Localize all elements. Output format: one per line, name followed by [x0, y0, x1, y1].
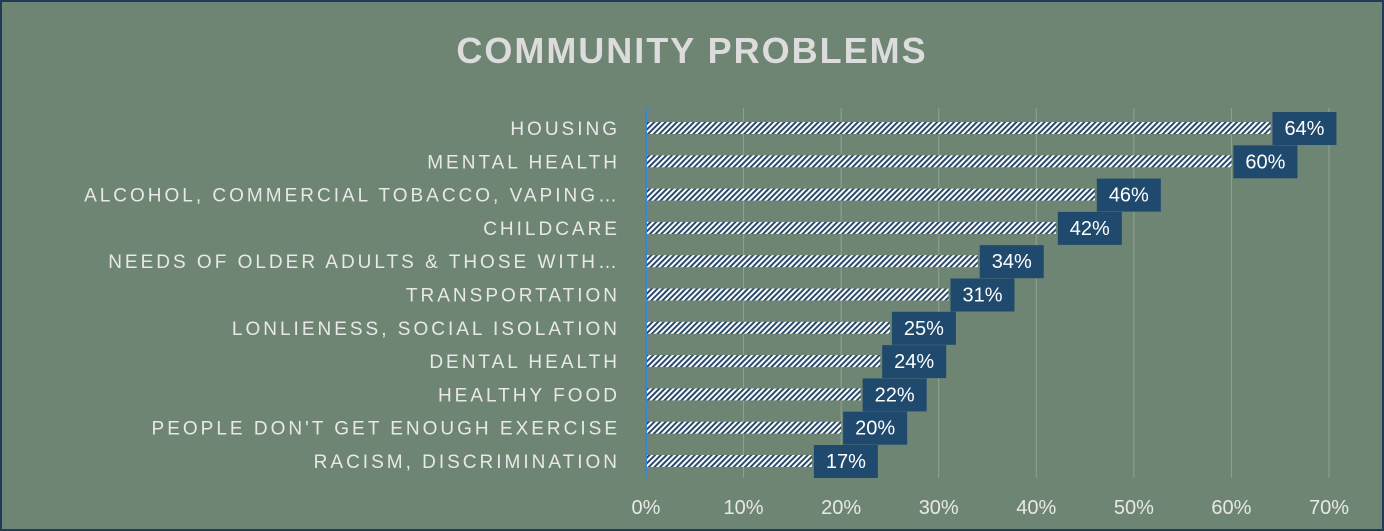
data-label-box: [979, 245, 1044, 279]
data-label-box: [1096, 178, 1161, 212]
chart-title: COMMUNITY PROBLEMS: [456, 30, 928, 71]
data-label: 60%: [1245, 151, 1285, 173]
category-label: HEALTHY FOOD: [438, 385, 620, 406]
x-tick-label: 70%: [1309, 497, 1349, 519]
bar: [646, 122, 1271, 134]
bar: [646, 288, 949, 301]
bar: [646, 421, 842, 434]
category-label: LONLIENESS, SOCIAL ISOLATION: [232, 319, 620, 340]
x-tick-label: 40%: [1016, 497, 1056, 519]
data-label-box: [862, 378, 927, 412]
category-label: TRANSPORTATION: [406, 286, 620, 307]
data-label: 20%: [855, 418, 895, 440]
category-label: HOUSING: [510, 119, 620, 140]
bar: [646, 321, 890, 334]
data-label: 25%: [904, 318, 944, 340]
data-label: 31%: [962, 285, 1002, 307]
data-label: 64%: [1284, 118, 1324, 140]
category-label: ALCOHOL, COMMERCIAL TOBACCO, VAPING…: [84, 186, 620, 207]
x-tick-label: 10%: [724, 497, 764, 519]
bar: [646, 388, 861, 401]
category-label: PEOPLE DON'T GET ENOUGH EXERCISE: [152, 419, 620, 440]
category-label: NEEDS OF OLDER ADULTS & THOSE WITH…: [108, 252, 620, 273]
category-label: RACISM, DISCRIMINATION: [314, 452, 620, 473]
data-label: 24%: [894, 351, 934, 373]
data-label: 46%: [1109, 185, 1149, 207]
bar: [646, 455, 812, 467]
data-label: 22%: [875, 384, 915, 406]
x-tick-label: 20%: [821, 497, 861, 519]
bar: [646, 255, 978, 268]
data-label-box: [813, 445, 878, 478]
x-tick-label: 30%: [919, 497, 959, 519]
data-label-box: [950, 278, 1015, 312]
data-label-box: [1057, 211, 1122, 245]
x-tick-label: 60%: [1211, 497, 1251, 519]
x-tick-label: 0%: [632, 497, 661, 519]
data-label-box: [1233, 145, 1298, 179]
data-label-box: [843, 411, 908, 445]
data-label-box: [882, 345, 947, 379]
data-label: 17%: [826, 451, 866, 473]
bar: [646, 155, 1232, 168]
data-label: 34%: [992, 251, 1032, 273]
category-label: MENTAL HEALTH: [427, 152, 620, 173]
category-label: DENTAL HEALTH: [429, 352, 620, 373]
data-label: 42%: [1070, 218, 1110, 240]
bar: [646, 221, 1056, 234]
data-label-box: [1272, 112, 1337, 145]
bar: [646, 355, 881, 368]
data-label-box: [891, 311, 956, 345]
x-tick-label: 50%: [1114, 497, 1154, 519]
category-label: CHILDCARE: [483, 219, 620, 240]
bar: [646, 188, 1095, 201]
